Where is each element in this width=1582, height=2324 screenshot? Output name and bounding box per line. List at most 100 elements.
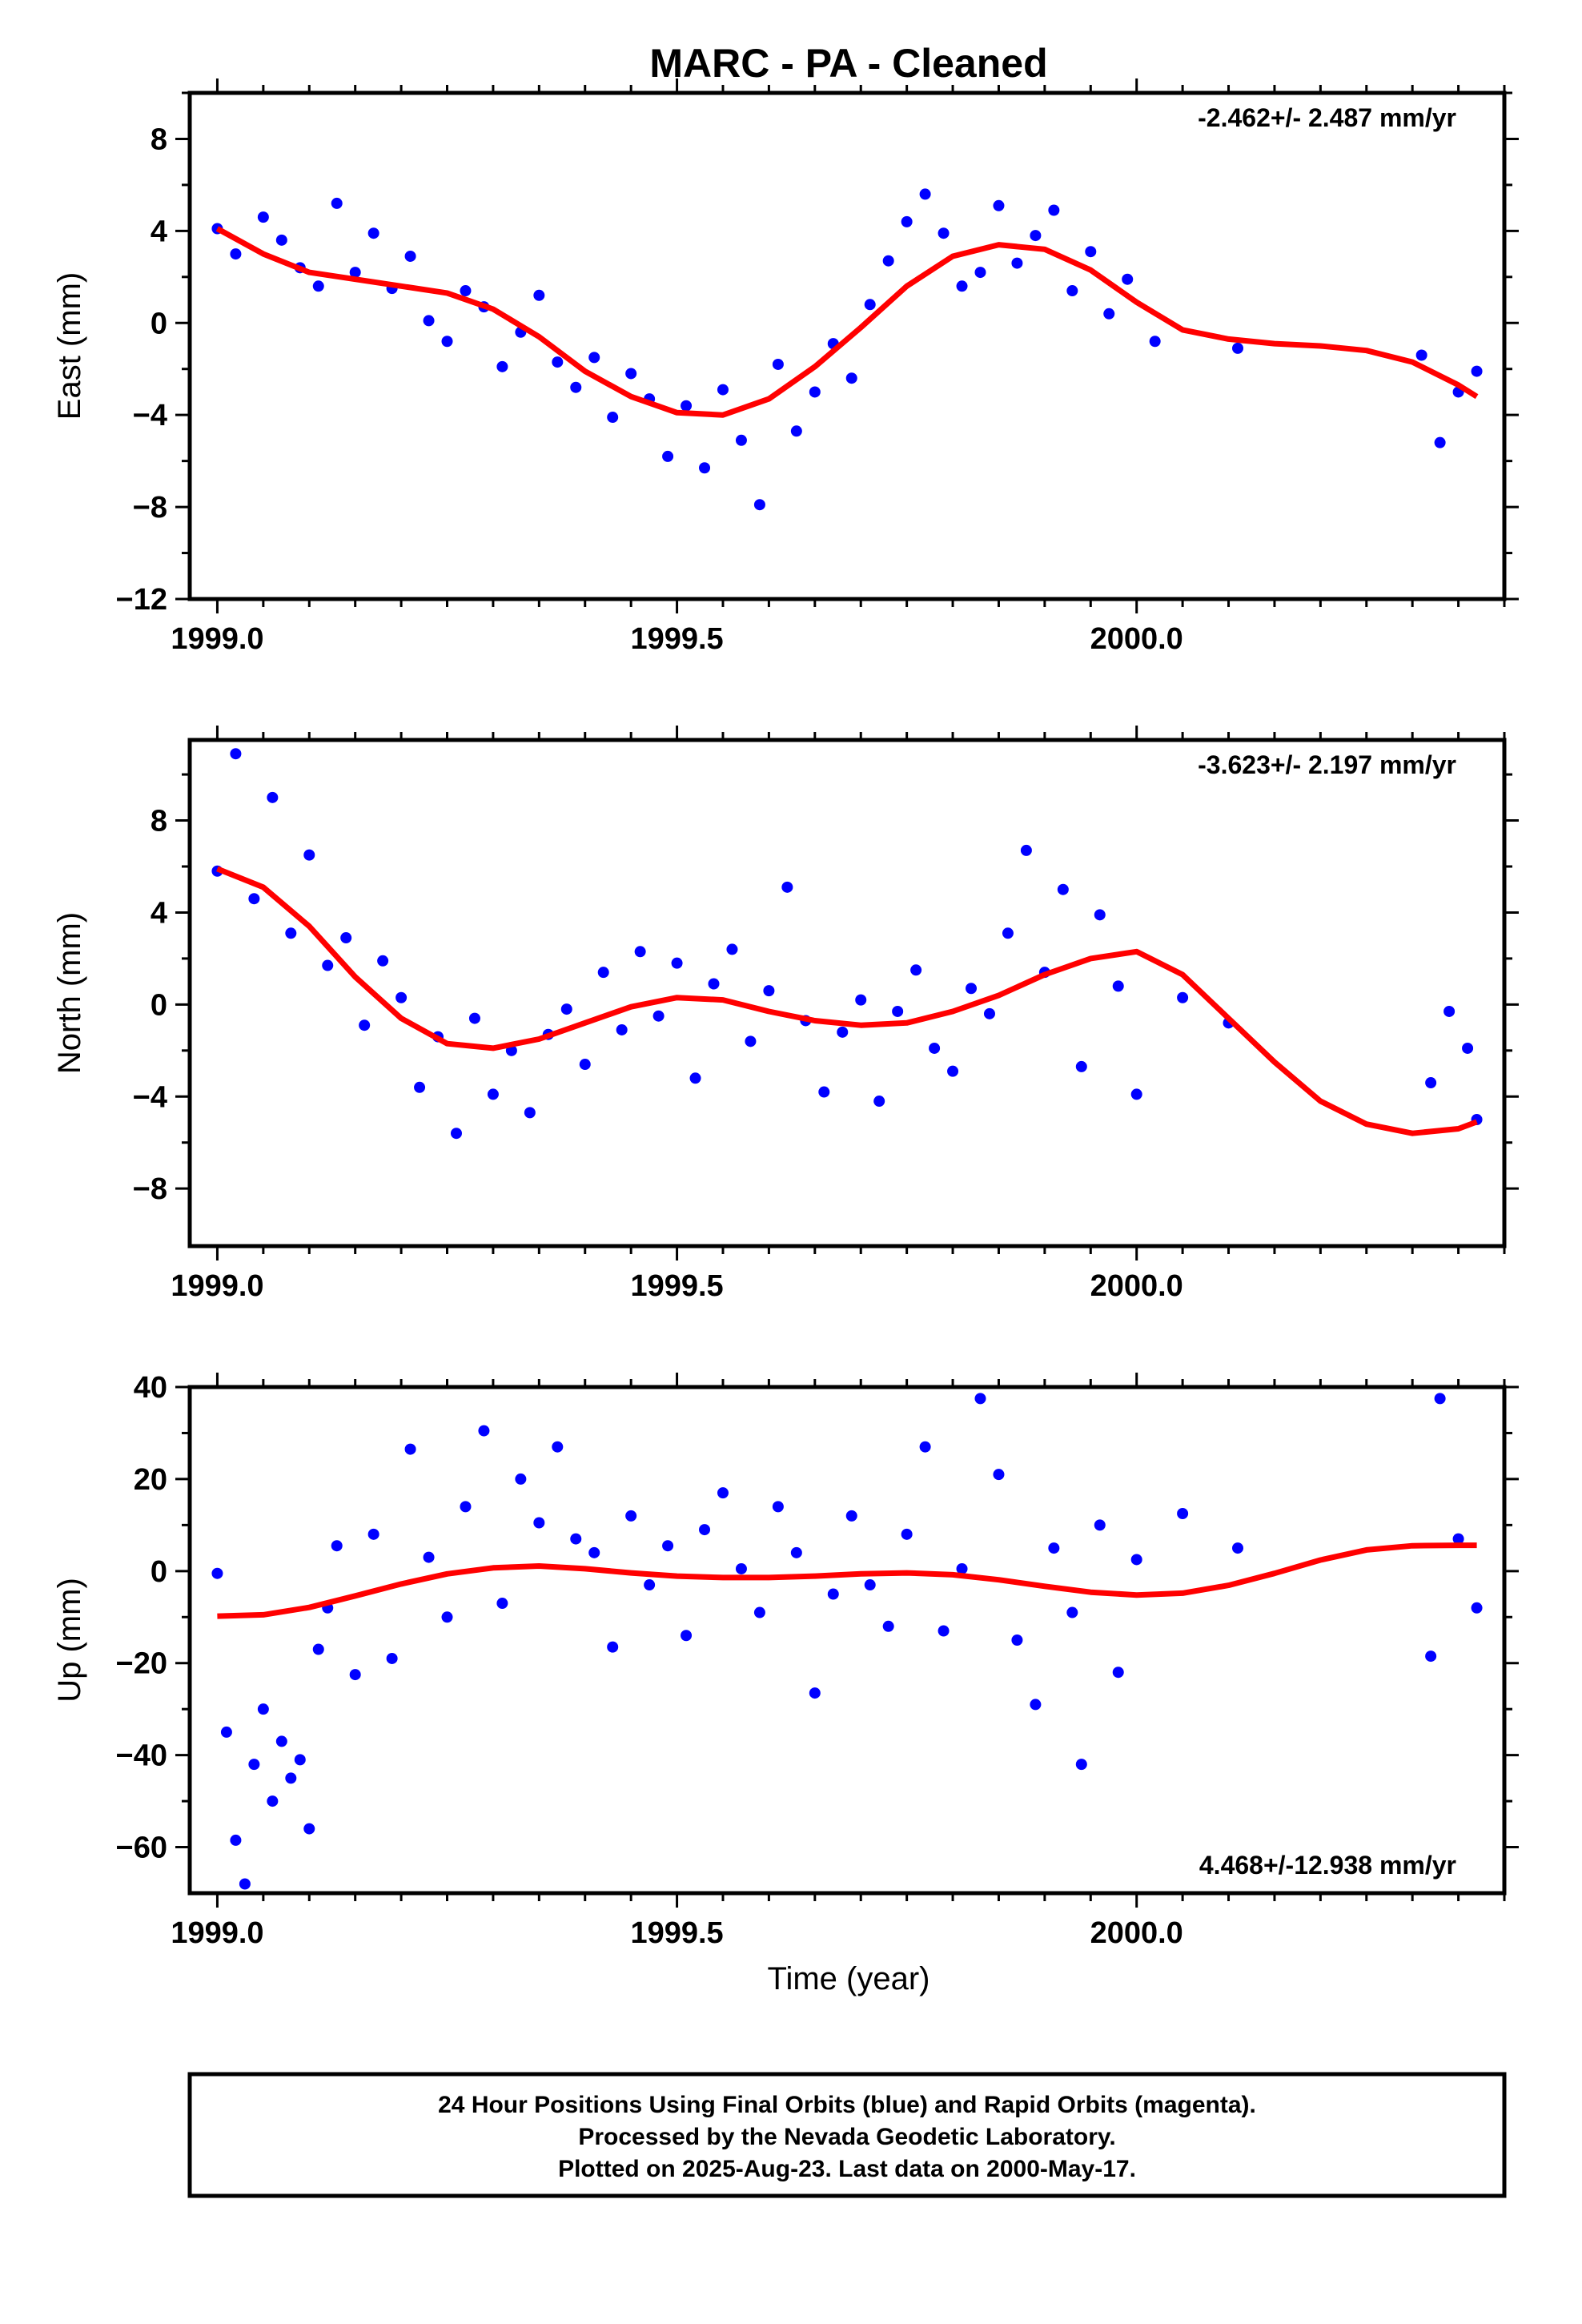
up-data-point — [423, 1551, 435, 1563]
up-data-point — [717, 1487, 729, 1499]
up-data-point — [625, 1510, 637, 1522]
footer-line-3: Plotted on 2025-Aug-23. Last data on 200… — [558, 2156, 1136, 2182]
up-data-point — [753, 1606, 765, 1618]
north-data-point — [892, 1005, 904, 1017]
footer-line-1: 24 Hour Positions Using Final Orbits (bl… — [438, 2092, 1256, 2118]
up-data-point — [478, 1425, 490, 1437]
east-data-point — [1103, 308, 1115, 320]
x-axis-label: Time (year) — [768, 1961, 930, 1996]
footer-box: 24 Hour Positions Using Final Orbits (bl… — [187, 2072, 1507, 2198]
north-y-tick-label: −8 — [133, 1172, 167, 1206]
east-data-point — [1085, 246, 1097, 258]
east-data-point — [1232, 342, 1244, 354]
east-data-point — [735, 434, 747, 446]
north-data-point — [1020, 844, 1032, 856]
north-data-point — [873, 1096, 885, 1108]
up-data-point — [1075, 1759, 1087, 1771]
up-x-tick-label: 1999.0 — [171, 1916, 263, 1950]
up-frame — [187, 1385, 1507, 1896]
north-y-tick-label: 8 — [151, 805, 167, 838]
north-panel: 1999.0 1999.5 2000.0 −8 −4 0 4 8 North (mm) -3.62… — [52, 726, 1519, 1303]
up-data-point — [644, 1579, 656, 1591]
east-data-point — [938, 227, 950, 239]
east-data-point — [423, 315, 435, 327]
north-data-point — [340, 932, 352, 944]
up-y-tick-label: −40 — [116, 1739, 167, 1773]
up-y-tick-label: 20 — [134, 1463, 167, 1497]
up-data-point — [681, 1630, 693, 1642]
north-data-point — [1112, 980, 1124, 992]
up-data-point — [1048, 1542, 1060, 1554]
north-data-point — [671, 957, 683, 969]
north-data-point — [689, 1072, 701, 1084]
footer-line-2: Processed by the Nevada Geodetic Laborat… — [578, 2124, 1115, 2150]
up-data-point — [607, 1641, 619, 1653]
up-data-point — [956, 1562, 968, 1574]
up-data-point — [882, 1620, 894, 1632]
east-data-point — [1471, 365, 1483, 377]
north-data-point — [267, 791, 279, 803]
up-data-point — [331, 1540, 343, 1552]
north-data-point — [634, 946, 646, 958]
north-data-point — [1075, 1060, 1087, 1072]
north-data-point — [726, 943, 738, 955]
up-data-point — [1434, 1393, 1446, 1405]
north-data-point — [248, 893, 260, 905]
up-data-point — [239, 1878, 251, 1890]
north-data-point — [910, 964, 922, 976]
up-data-point — [294, 1754, 306, 1766]
east-data-point — [588, 352, 600, 364]
up-data-point — [809, 1687, 821, 1699]
up-data-point — [211, 1567, 223, 1579]
up-data-point — [496, 1598, 508, 1610]
up-data-point — [772, 1501, 784, 1513]
up-data-point — [699, 1524, 711, 1536]
north-data-point — [524, 1107, 536, 1119]
east-y-tick-label: −12 — [116, 583, 167, 617]
north-data-point — [285, 927, 297, 939]
east-data-point — [919, 188, 931, 200]
up-data-point — [735, 1562, 747, 1574]
up-data-point — [919, 1441, 931, 1453]
north-x-tick-label: 1999.5 — [630, 1269, 723, 1303]
east-data-point — [1122, 273, 1134, 285]
east-data-point — [441, 336, 453, 348]
up-data-point — [1130, 1554, 1142, 1566]
north-data-point — [1443, 1005, 1456, 1017]
east-data-point — [257, 211, 269, 223]
north-data-point — [983, 1007, 995, 1019]
north-y-tick-label: −4 — [133, 1080, 167, 1114]
north-data-point — [781, 881, 793, 893]
east-data-point — [460, 285, 472, 297]
up-data-point — [938, 1625, 950, 1637]
north-data-point — [616, 1023, 628, 1035]
north-data-point — [1094, 909, 1106, 921]
up-data-point — [1066, 1606, 1078, 1618]
north-data-point — [966, 983, 978, 995]
north-data-point — [855, 994, 867, 1006]
up-data-point — [845, 1510, 857, 1522]
north-data-point — [837, 1026, 849, 1038]
east-data-point — [974, 267, 986, 279]
east-data-point — [404, 250, 416, 262]
east-panel: 1999.0 1999.5 2000.0 −12 −8 −4 0 4 8 East (mm) -2.… — [52, 78, 1519, 656]
up-data-point — [303, 1823, 315, 1835]
north-data-point — [1177, 991, 1189, 1003]
up-data-point — [367, 1528, 379, 1540]
east-data-point — [809, 386, 821, 398]
up-data-point — [257, 1703, 269, 1715]
north-data-point — [487, 1088, 499, 1100]
up-data-point — [790, 1546, 802, 1558]
up-x-tick-label: 1999.5 — [630, 1916, 723, 1950]
north-data-point — [450, 1128, 462, 1140]
north-data-point — [947, 1065, 959, 1077]
east-data-point — [496, 360, 508, 372]
north-data-point — [359, 1019, 371, 1031]
east-data-point — [275, 234, 287, 246]
east-data-point — [717, 384, 729, 396]
east-data-point — [349, 267, 361, 279]
north-data-point — [1462, 1042, 1474, 1054]
north-y-tick-label: 4 — [151, 896, 167, 930]
east-data-point — [367, 227, 379, 239]
